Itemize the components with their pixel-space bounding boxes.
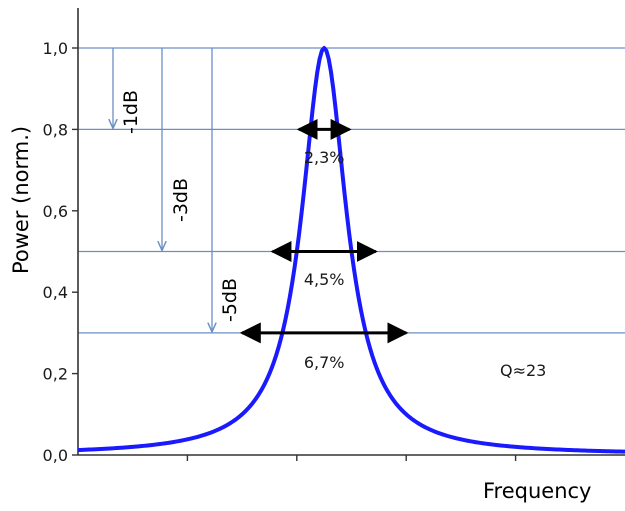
y-tick-label-0: 0,0	[43, 446, 68, 465]
x-axis-title: Frequency	[483, 479, 592, 503]
width-label-1: 4,5%	[304, 270, 345, 289]
y-tick-label-4: 0,8	[43, 120, 68, 139]
db-label-1: -3dB	[170, 178, 192, 222]
width-label-2: 6,7%	[304, 353, 345, 372]
db-drop-arrows	[113, 48, 212, 332]
y-tick-label-1: 0,2	[43, 365, 68, 384]
reference-lines	[78, 47, 625, 334]
width-label-0: 2,3%	[304, 148, 345, 167]
axes: 0,0 0,2 0,4 0,6 0,8 1,0	[43, 8, 625, 465]
db-label-2: -5dB	[219, 278, 241, 322]
curve-layer	[77, 46, 625, 454]
y-axis-title: Power (norm.)	[9, 126, 33, 274]
labels: -1dB -3dB -5dB 2,3% 4,5% 6,7%	[120, 90, 344, 372]
y-tick-label-3: 0,6	[43, 202, 68, 221]
db-label-0: -1dB	[120, 90, 142, 134]
resonance-curve	[77, 46, 625, 454]
q-annotation: Q≈23	[500, 361, 546, 380]
y-tick-label-2: 0,4	[43, 283, 68, 302]
width-arrows	[239, 118, 409, 344]
y-tick-label-5: 1,0	[43, 39, 68, 58]
